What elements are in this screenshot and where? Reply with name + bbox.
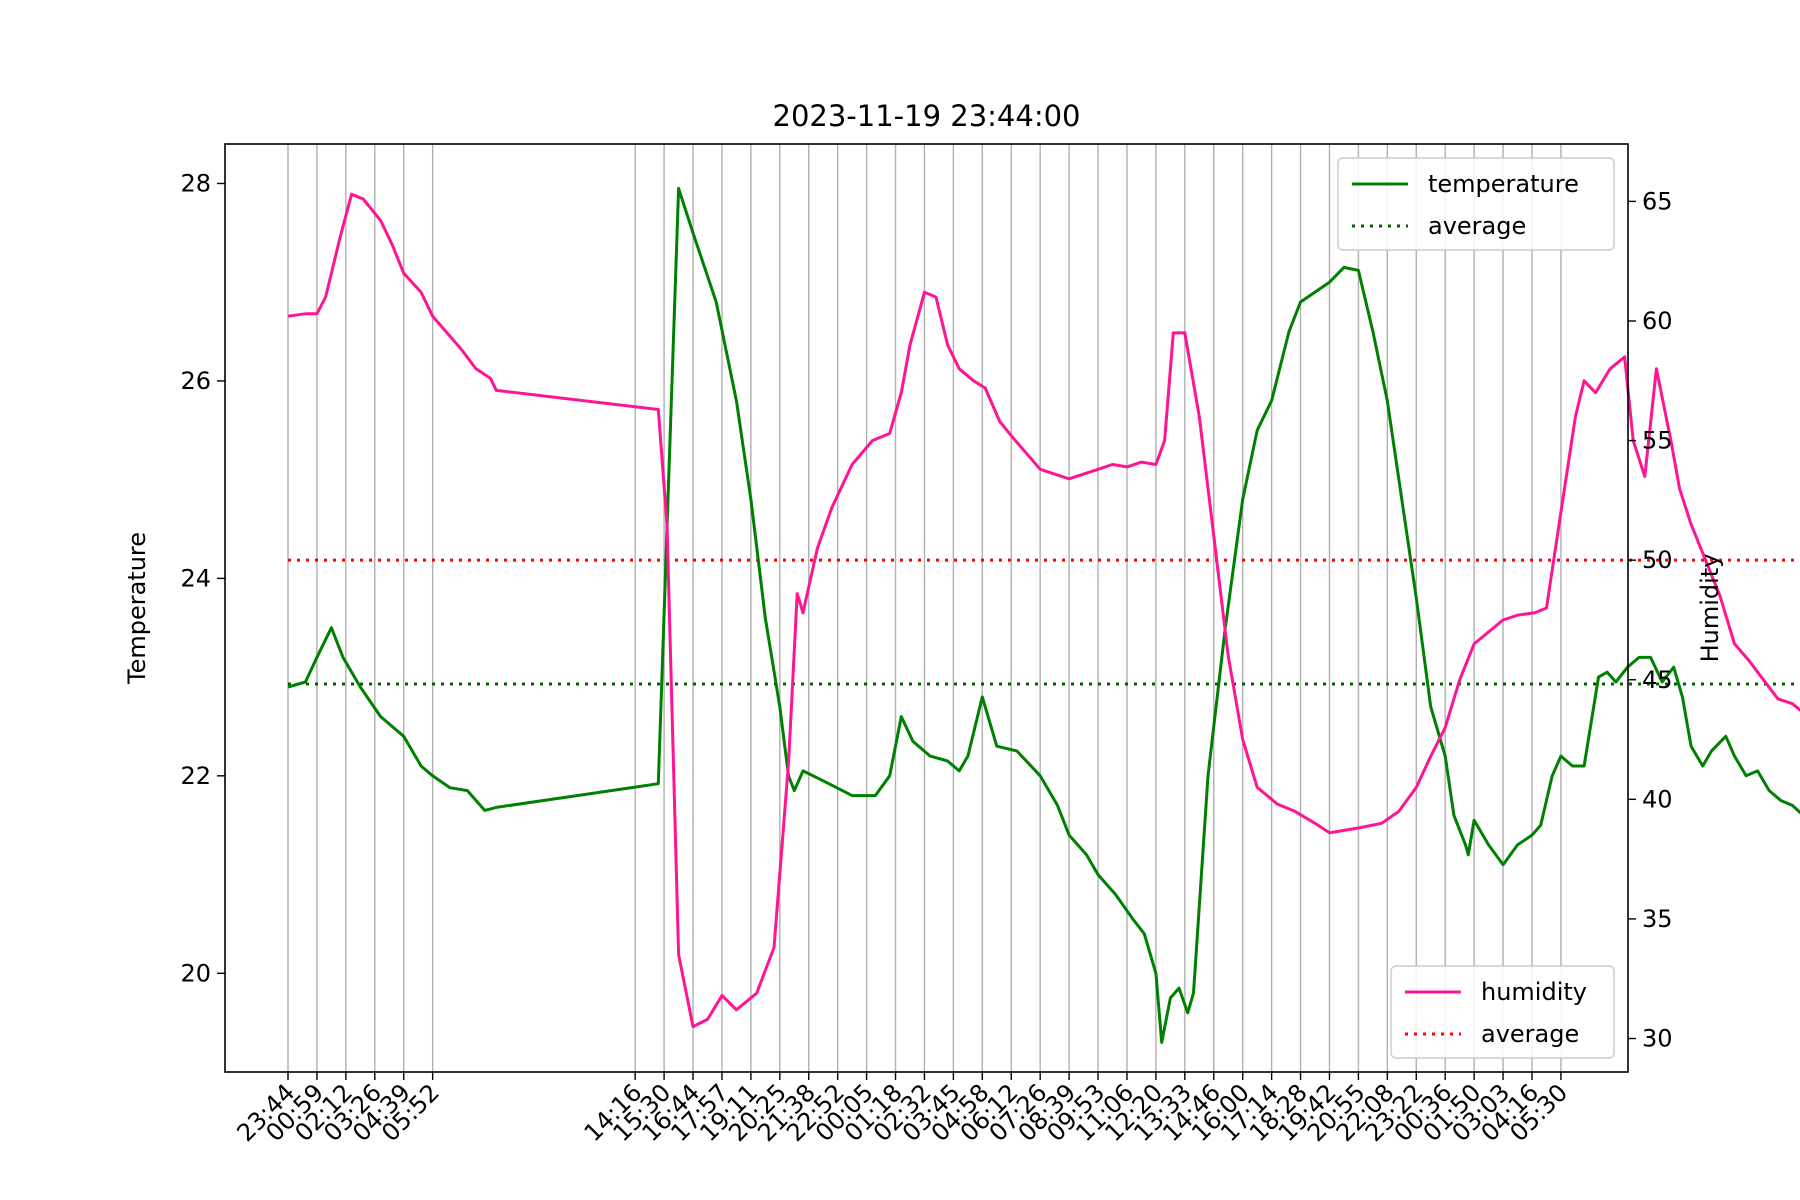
y2-tick-label: 35 — [1642, 905, 1673, 933]
y2-tick-label: 40 — [1642, 785, 1673, 813]
temperature-line — [287, 186, 1800, 1044]
y2-tick-label: 60 — [1642, 307, 1673, 335]
average-lines — [288, 558, 1800, 686]
y2-tick-label: 50 — [1642, 546, 1673, 574]
y2-tick-label: 55 — [1642, 427, 1673, 455]
plot-frame — [224, 143, 1629, 1073]
legend-label: average — [1481, 1020, 1579, 1048]
x-grid — [287, 144, 1562, 1072]
y2-tick-label: 65 — [1642, 187, 1673, 215]
y-tick-label: 20 — [180, 959, 211, 987]
y-tick-label: 26 — [180, 367, 211, 395]
y-axis-right-label: Humidity — [1696, 554, 1724, 663]
legend-temperature: temperature average — [1337, 157, 1615, 251]
y-tick-label: 28 — [180, 169, 211, 197]
y2-tick-label: 30 — [1642, 1025, 1673, 1053]
legend-label: temperature — [1428, 170, 1579, 198]
y-axis-left-label: Temperature — [123, 532, 151, 685]
humidity-line — [287, 192, 1800, 1029]
chart-title: 2023-11-19 23:44:00 — [773, 99, 1081, 133]
legend-humidity: humidity average — [1390, 965, 1615, 1059]
y-tick-label: 24 — [180, 564, 211, 592]
y-axis-right: 30 35 40 45 50 55 60 65 — [1628, 187, 1673, 1053]
y2-tick-label: 45 — [1642, 666, 1673, 694]
legend-box — [1390, 965, 1615, 1059]
y-axis-left: 20 22 24 26 28 — [180, 169, 225, 987]
series-lines — [287, 186, 1800, 1044]
y-tick-label: 22 — [180, 762, 211, 790]
legend-label: average — [1428, 212, 1526, 240]
legend-label: humidity — [1481, 978, 1587, 1006]
